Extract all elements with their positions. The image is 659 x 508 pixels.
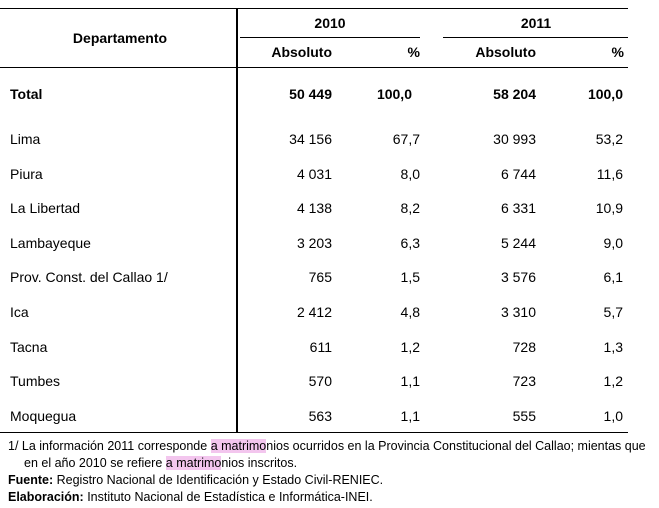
footnote-text: nios ocurridos en la Provincia Constituc… [266,439,646,453]
header-pct-2011: % [611,44,624,60]
source-text: Registro Nacional de Identificación y Es… [53,473,384,487]
row-label: Lambayeque [10,235,91,251]
total-pct-2011: 100,0 [587,86,623,102]
row-abs-2011: 6 331 [500,200,536,216]
row-pct-2011: 10,9 [595,200,623,216]
highlighted-text: a matrimo [210,439,267,453]
header-departamento: Departamento [72,30,168,46]
footnote-1-line-1: 1/ La información 2011 corresponde a mat… [8,439,646,453]
footnote-text: nios inscritos. [221,456,298,470]
header-pct-2010: % [407,44,420,60]
row-pct-2010: 6,3 [400,235,420,251]
row-pct-2010: 1,1 [400,408,420,424]
row-pct-2011: 53,2 [595,131,623,147]
row-pct-2011: 9,0 [603,235,623,251]
elaboration-note: Elaboración: Instituto Nacional de Estad… [8,490,373,504]
row-label: Ica [10,304,29,320]
row-label: Moquegua [10,408,77,424]
row-abs-2011: 5 244 [500,235,536,251]
row-abs-2010: 765 [308,269,332,285]
row-label: Tumbes [10,373,61,389]
row-pct-2011: 1,0 [603,408,623,424]
row-pct-2010: 1,5 [400,269,420,285]
header-absoluto-2011: Absoluto [475,44,536,60]
row-pct-2011: 5,7 [603,304,623,320]
row-abs-2011: 3 310 [500,304,536,320]
row-abs-2010: 4 138 [296,200,332,216]
row-pct-2011: 11,6 [596,166,623,182]
row-abs-2010: 563 [308,408,332,424]
row-abs-2011: 30 993 [493,131,536,147]
source-label: Fuente: [8,473,54,487]
row-abs-2011: 6 744 [500,166,536,182]
row-label: Prov. Const. del Callao 1/ [10,269,168,285]
row-abs-2011: 3 576 [500,269,536,285]
footnote-text: en el año 2010 se refiere [24,456,166,470]
total-pct-2010: 100,0 [376,86,412,102]
row-abs-2010: 3 203 [296,235,332,251]
rule-2010 [240,37,420,38]
header-year-2011: 2011 [520,15,552,31]
row-pct-2010: 4,8 [400,304,420,320]
row-label: Tacna [10,339,48,355]
row-label: Lima [10,131,41,147]
elaboration-text: Instituto Nacional de Estadística e Info… [83,490,373,504]
header-year-2010: 2010 [314,15,346,31]
header-absoluto-2010: Absoluto [271,44,332,60]
header-bottom-rule [0,67,628,68]
table-bottom-rule [0,432,628,433]
row-abs-2011: 723 [512,373,536,389]
row-pct-2011: 1,2 [603,373,623,389]
row-abs-2010: 4 031 [296,166,332,182]
row-label: La Libertad [10,200,81,216]
row-label: Piura [10,166,43,182]
row-abs-2011: 728 [512,339,536,355]
row-abs-2010: 611 [309,339,332,355]
row-abs-2010: 570 [308,373,332,389]
total-abs-2011: 58 204 [493,86,536,102]
column-separator [236,8,238,433]
row-abs-2010: 2 412 [296,304,332,320]
row-pct-2010: 67,7 [392,131,420,147]
highlighted-text: a matrimo [165,456,222,470]
elaboration-label: Elaboración: [8,490,84,504]
row-pct-2010: 1,1 [400,373,420,389]
row-pct-2011: 6,1 [603,269,623,285]
footnote-text: 1/ La información 2011 corresponde [8,439,211,453]
row-abs-2011: 555 [512,408,536,424]
total-abs-2010: 50 449 [289,86,332,102]
source-note: Fuente: Registro Nacional de Identificac… [8,473,383,487]
row-pct-2010: 1,2 [400,339,420,355]
footnote-1-line-2: en el año 2010 se refiere a matrimonios … [24,456,297,470]
rule-2011 [443,37,628,38]
total-label: Total [10,86,43,102]
row-abs-2010: 34 156 [289,131,332,147]
top-rule [0,8,628,9]
row-pct-2010: 8,2 [400,200,420,216]
row-pct-2011: 1,3 [603,339,623,355]
row-pct-2010: 8,0 [400,166,420,182]
